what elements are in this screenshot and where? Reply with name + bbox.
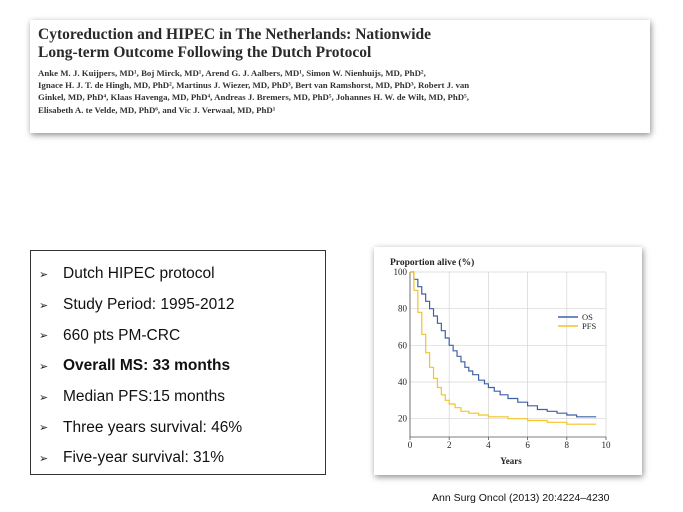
y-tick-label: 80: [398, 304, 408, 314]
bullet-text: Median PFS:15 months: [63, 388, 225, 406]
legend-label-pfs: PFS: [582, 321, 596, 331]
title-line: Long-term Outcome Following the Dutch Pr…: [38, 44, 372, 61]
arrow-right-icon: ➢: [39, 422, 49, 435]
author-line: Anke M. J. Kuijpers, MD¹, Boj Mirck, MD¹…: [38, 68, 426, 78]
author-line: Ginkel, MD, PhD⁴, Klaas Havenga, MD, PhD…: [38, 92, 469, 103]
paper-title: Cytoreduction and HIPEC in The Netherlan…: [38, 26, 642, 62]
bullet-text: Three years survival: 46%: [63, 418, 243, 436]
bullet-item: ➢ Three years survival: 46%: [31, 412, 325, 443]
summary-box: ➢ Dutch HIPEC protocol ➢ Study Period: 199…: [30, 250, 326, 475]
arrow-right-icon: ➢: [39, 330, 49, 343]
y-tick-label: 20: [398, 414, 408, 424]
x-axis-label: Years: [500, 456, 522, 466]
arrow-right-icon: ➢: [39, 360, 49, 373]
bullet-item: ➢ Dutch HIPEC protocol: [31, 259, 325, 290]
bullet-text: Five-year survival: 31%: [63, 449, 225, 467]
arrow-right-icon: ➢: [39, 268, 49, 281]
bullet-item: ➢ Median PFS:15 months: [31, 382, 325, 413]
bullet-item: ➢ Five-year survival: 31%: [31, 443, 325, 474]
bullet-item: ➢ 660 pts PM-CRC: [31, 320, 325, 351]
title-line: Cytoreduction and HIPEC in The Netherlan…: [38, 26, 431, 43]
y-tick-label: 60: [398, 340, 408, 350]
y-tick-label: 100: [394, 267, 408, 277]
bullet-text: Dutch HIPEC protocol: [63, 265, 215, 283]
plot-background: [410, 272, 638, 457]
bullet-text: Study Period: 1995-2012: [63, 296, 235, 314]
arrow-right-icon: ➢: [39, 452, 49, 465]
author-line: Ignace H. J. T. de Hingh, MD, PhD², Mart…: [38, 80, 470, 91]
arrow-right-icon: ➢: [39, 299, 49, 312]
author-line: Elisabeth A. te Velde, MD, PhD⁶, and Vic…: [38, 104, 276, 115]
x-tick-label: 4: [486, 440, 491, 450]
bullet-text: Overall MS: 33 months: [63, 357, 231, 375]
series-line-pfs: [410, 271, 597, 425]
citation: Ann Surg Oncol (2013) 20:4224–4230: [432, 492, 610, 504]
arrow-right-icon: ➢: [39, 391, 49, 404]
series-line-os: [410, 271, 597, 418]
bullet-text: 660 pts PM-CRC: [63, 326, 181, 344]
x-tick-label: 8: [565, 440, 570, 450]
y-tick-label: 40: [398, 377, 408, 387]
legend-label-os: OS: [582, 312, 593, 322]
bullet-item: ➢ Overall MS: 33 months: [31, 351, 325, 382]
x-tick-label: 10: [602, 440, 612, 450]
survival-chart-card: Proportion alive (%) 20 40 60 80 100 0 2 4 6 8 10 …: [374, 247, 642, 475]
x-tick-label: 0: [408, 440, 413, 450]
paper-header: Cytoreduction and HIPEC in The Netherlan…: [30, 20, 650, 133]
bullet-item: ➢ Study Period: 1995-2012: [31, 290, 325, 321]
x-tick-label: 6: [525, 440, 530, 450]
x-tick-label: 2: [447, 440, 452, 450]
chart-title: Proportion alive (%): [390, 257, 474, 268]
author-list: Anke M. J. Kuijpers, MD¹, Boj Mirck, MD¹…: [38, 67, 642, 116]
